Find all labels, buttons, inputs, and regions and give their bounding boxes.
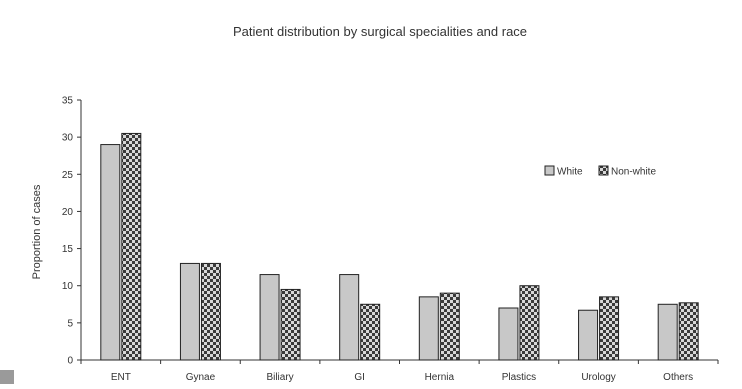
chart-title: Patient distribution by surgical special… (233, 24, 527, 39)
x-tick-label: Gynae (186, 372, 216, 383)
legend-swatch (544, 165, 555, 176)
bar-biliary-white (259, 274, 280, 361)
bar-gynae-non-white (200, 262, 221, 361)
y-tick-label: 15 (62, 244, 74, 255)
x-tick-label: Others (663, 372, 693, 383)
y-axis: 0 5 10 15 20 25 30 35 (62, 96, 82, 367)
legend: White Non-white (544, 165, 656, 178)
bar-gi-non-white (360, 303, 381, 361)
legend-label: Non-white (611, 167, 656, 178)
bar-gi-white (339, 274, 360, 361)
legend-label: White (557, 167, 583, 178)
bar-gynae-white (179, 262, 200, 361)
bar-ent-white (100, 144, 121, 361)
y-tick-label: 35 (62, 96, 74, 107)
y-tick-label: 20 (62, 207, 74, 218)
x-axis: ENT Gynae Biliary GI Hernia Plastics Urology Ot… (80, 359, 719, 383)
x-tick-label: ENT (111, 372, 131, 383)
x-tick-label: Hernia (425, 372, 455, 383)
y-tick-label: 25 (62, 170, 74, 181)
x-tick-label: Plastics (502, 372, 536, 383)
bar-hernia-non-white (439, 292, 460, 361)
y-tick-label: 30 (62, 133, 74, 144)
y-tick-label: 5 (67, 318, 73, 329)
bar-ent-non-white (121, 132, 142, 361)
x-tick-label: GI (354, 372, 365, 383)
bars (100, 132, 699, 361)
y-tick-label: 0 (67, 356, 73, 367)
bar-others-white (657, 303, 678, 361)
bar-biliary-non-white (280, 288, 301, 361)
bar-urology-non-white (599, 296, 620, 361)
bar-urology-white (578, 309, 599, 361)
legend-swatch (598, 165, 609, 176)
bar-hernia-white (418, 296, 439, 361)
x-tick-label: Urology (581, 372, 615, 383)
x-tick-label: Biliary (266, 372, 293, 383)
y-axis-label: Proportion of cases (31, 184, 43, 279)
bar-plastics-white (498, 307, 519, 361)
corner-marker (0, 370, 14, 384)
bar-plastics-non-white (519, 285, 540, 361)
bar-others-non-white (678, 302, 699, 361)
y-tick-label: 10 (62, 281, 74, 292)
